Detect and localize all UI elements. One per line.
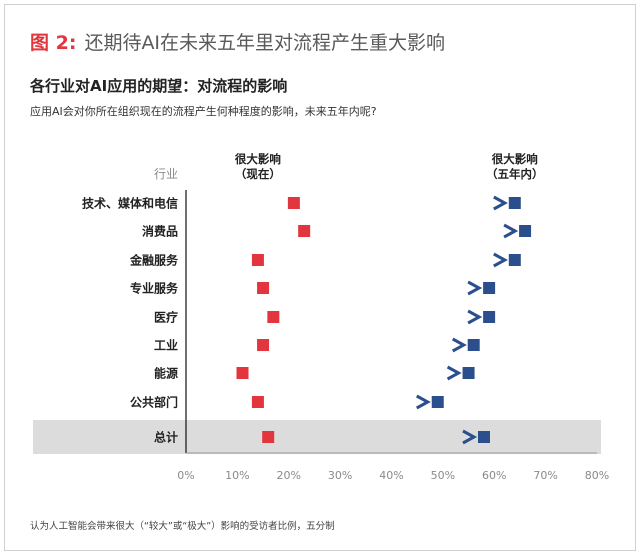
change-arrow-head bbox=[446, 365, 462, 381]
legend-future-line2: （五年内） bbox=[486, 167, 544, 181]
x-tick-label: 40% bbox=[379, 469, 403, 482]
category-axis-label: 行业 bbox=[154, 167, 178, 181]
future-marker bbox=[477, 431, 490, 443]
legend-future-line1: 很大影响 bbox=[491, 152, 538, 166]
change-arrow-head bbox=[493, 252, 508, 268]
future-marker bbox=[508, 197, 521, 209]
category-label: 能源 bbox=[154, 366, 178, 381]
x-tick-label: 50% bbox=[431, 469, 455, 482]
x-tick-label: 30% bbox=[328, 469, 352, 482]
current-marker bbox=[236, 367, 249, 379]
current-marker bbox=[267, 311, 280, 323]
current-marker bbox=[298, 225, 311, 237]
chart-title: 各行业对AI应用的期望：对流程的影响 bbox=[30, 77, 288, 95]
category-label: 技术、媒体和电信 bbox=[82, 196, 178, 211]
future-marker bbox=[431, 396, 444, 408]
current-marker bbox=[262, 431, 275, 443]
x-tick-label: 0% bbox=[177, 469, 194, 482]
change-arrow-head bbox=[493, 195, 508, 211]
current-marker bbox=[251, 396, 264, 408]
category-label: 工业 bbox=[154, 338, 178, 353]
current-marker bbox=[287, 197, 300, 209]
change-arrow-head bbox=[451, 337, 467, 353]
x-tick-label: 80% bbox=[585, 469, 609, 482]
change-arrow-head bbox=[467, 280, 483, 296]
change-arrow-head bbox=[503, 223, 519, 239]
chart-subtitle: 应用AI会对你所在组织现在的流程产生何种程度的影响，未来五年内呢? bbox=[30, 105, 377, 118]
future-marker bbox=[462, 367, 475, 379]
x-tick-label: 70% bbox=[533, 469, 557, 482]
current-marker bbox=[257, 339, 270, 351]
x-tick-label: 10% bbox=[225, 469, 249, 482]
figure-title: 图 2: 还期待AI在未来五年里对流程产生重大影响 bbox=[30, 28, 445, 55]
change-arrow-head bbox=[467, 309, 483, 325]
current-marker bbox=[251, 254, 264, 266]
footnote: 认为人工智能会带来很大（“较大”或“极大”）影响的受访者比例，五分制 bbox=[30, 521, 335, 532]
category-label: 消费品 bbox=[142, 224, 178, 239]
future-marker bbox=[483, 282, 496, 294]
category-label: 专业服务 bbox=[130, 281, 179, 296]
figure-number: 图 2: bbox=[30, 32, 77, 54]
change-arrow-head bbox=[462, 429, 478, 445]
legend-current-line1: 很大影响 bbox=[234, 152, 281, 166]
future-marker bbox=[483, 311, 496, 323]
legend-current-line2: （现在） bbox=[235, 167, 281, 181]
current-marker bbox=[257, 282, 270, 294]
x-tick-label: 20% bbox=[277, 469, 301, 482]
x-tick-label: 60% bbox=[482, 469, 506, 482]
future-marker bbox=[519, 225, 532, 237]
future-marker bbox=[508, 254, 521, 266]
category-label: 金融服务 bbox=[129, 253, 179, 268]
category-label: 医疗 bbox=[154, 310, 178, 325]
future-marker bbox=[467, 339, 480, 351]
category-label: 公共部门 bbox=[130, 395, 178, 410]
change-arrow-head bbox=[416, 394, 431, 410]
category-label: 总计 bbox=[154, 430, 178, 445]
figure-title-text: 还期待AI在未来五年里对流程产生重大影响 bbox=[84, 32, 446, 54]
figure-frame bbox=[4, 4, 636, 551]
